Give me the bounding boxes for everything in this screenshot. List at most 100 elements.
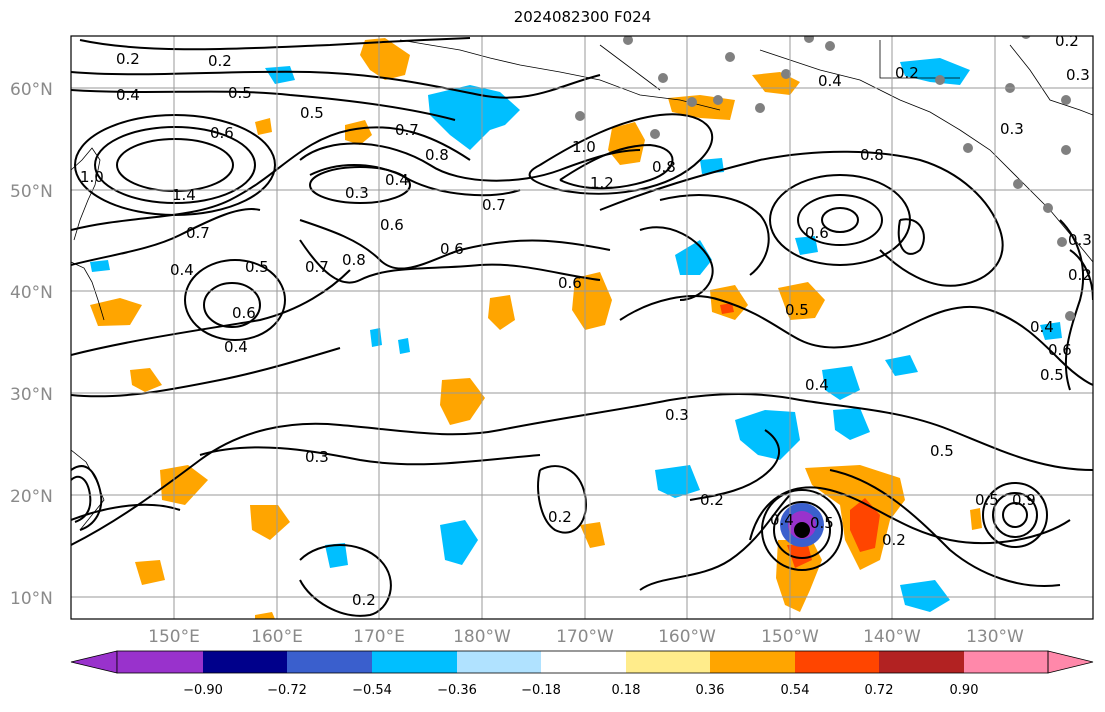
shade-blue	[900, 580, 950, 612]
lat-label: 40°N	[10, 283, 53, 303]
lat-label: 60°N	[10, 80, 53, 100]
contour-label: 0.3	[1068, 231, 1092, 249]
colorbar-tick-label: −0.90	[183, 683, 223, 698]
lon-label: 140°W	[863, 627, 921, 647]
station-dots	[575, 36, 1075, 321]
shade-orange	[970, 508, 982, 530]
contour-label: 0.2	[208, 52, 232, 70]
shade-blue	[90, 260, 110, 272]
shade-orange	[255, 612, 275, 619]
lon-label: 160°E	[251, 627, 303, 647]
contour-label: 0.5	[785, 301, 809, 319]
shade-blue	[265, 66, 295, 84]
contour-label: 0.4	[116, 86, 140, 104]
colorbar-segment	[964, 651, 1048, 673]
contour-label: 0.4	[818, 72, 842, 90]
contour-label: 0.2	[1068, 266, 1092, 284]
contour-label: 1.2	[590, 174, 614, 192]
colorbar-extend-max	[1047, 650, 1094, 674]
shade-red	[720, 303, 734, 314]
colorbar-tick-label: 0.72	[865, 683, 894, 698]
contour-label-group: 0.2 0.2 0.2 0.4 0.5 0.4 0.7 0.6 0.5 0.8 …	[80, 36, 1092, 609]
shade-orange	[580, 522, 605, 548]
colorbar-tick-label: −0.72	[267, 683, 307, 698]
shade-blue	[1040, 322, 1062, 340]
colorbar-segment	[626, 651, 710, 673]
shade-orange	[135, 560, 165, 585]
shade-orange	[255, 118, 272, 135]
map-title: 2024082300 F024	[513, 8, 652, 26]
contour-label: 0.3	[305, 448, 329, 466]
colorbar-segment	[203, 651, 287, 673]
colorbar-segment	[287, 651, 372, 673]
contour-label: 0.4	[770, 511, 794, 529]
shade-blue	[428, 85, 520, 150]
colorbar-segment	[372, 651, 457, 673]
contour-label: 0.6	[440, 240, 464, 258]
shade-orange	[90, 298, 142, 326]
colorbar-tick-label: −0.18	[521, 683, 561, 698]
contour-label: 0.5	[930, 442, 954, 460]
contour-label: 0.5	[810, 514, 834, 532]
shade-blue	[398, 338, 410, 354]
contour-label: 0.3	[1066, 66, 1090, 84]
shade-red	[850, 498, 880, 552]
colorbar-segment	[541, 651, 626, 673]
contour-label: 0.6	[558, 274, 582, 292]
shade-blue	[700, 158, 724, 174]
contour-label: 0.4	[805, 376, 829, 394]
contour-label: 0.3	[345, 184, 369, 202]
contour-label: 0.9	[1012, 491, 1036, 509]
colorbar-extend-min	[70, 650, 118, 674]
shade-orange	[250, 505, 290, 540]
contour-label: 0.5	[228, 84, 252, 102]
lat-label: 20°N	[10, 487, 53, 507]
colorbar-segment	[795, 651, 879, 673]
longitude-labels: 150°E 160°E 170°E 180°W 170°W 160°W 150°…	[148, 627, 1024, 647]
shade-blue	[735, 410, 800, 460]
contour-label: 1.4	[172, 186, 196, 204]
contour-label: 0.3	[665, 406, 689, 424]
contour-label: 0.4	[170, 261, 194, 279]
contour-label: 0.5	[1040, 366, 1064, 384]
shade-orange	[360, 38, 410, 80]
shade-blue	[370, 328, 382, 347]
colorbar-segment	[710, 651, 795, 673]
lon-label: 150°W	[761, 627, 819, 647]
contour-label: 0.4	[385, 171, 409, 189]
colorbar-frame	[116, 650, 1049, 674]
lat-label: 50°N	[10, 182, 53, 202]
lon-label: 150°E	[148, 627, 200, 647]
contour-label: 0.8	[652, 158, 676, 176]
contour-label: 0.8	[425, 146, 449, 164]
contour-label: 0.8	[342, 251, 366, 269]
storm-center-marker	[794, 522, 810, 538]
lon-label: 130°W	[966, 627, 1024, 647]
contour-label: 0.8	[860, 146, 884, 164]
lat-label: 10°N	[10, 589, 53, 609]
contour-label: 0.5	[300, 104, 324, 122]
contour-label: 0.5	[245, 258, 269, 276]
colorbar-tick-label: 0.54	[781, 683, 810, 698]
shade-orange	[488, 295, 515, 330]
colorbar: −0.90 −0.72 −0.54 −0.36 −0.18 0.18 0.36 …	[70, 650, 1094, 698]
contour-lines	[71, 37, 1093, 617]
colorbar-tick-label: −0.54	[352, 683, 392, 698]
grid-lines	[71, 36, 1093, 619]
colorbar-segment	[879, 651, 964, 673]
contour-label: 0.5	[975, 491, 999, 509]
shade-blue	[440, 520, 478, 565]
contour-label: 0.6	[805, 224, 829, 242]
lon-label: 170°E	[353, 627, 405, 647]
lon-label: 180°W	[453, 627, 511, 647]
map-frame	[70, 35, 1094, 620]
contour-label: 0.4	[1030, 318, 1054, 336]
latitude-labels: 60°N 50°N 40°N 30°N 20°N 10°N	[10, 80, 53, 609]
contour-label: 0.2	[895, 64, 919, 82]
lon-label: 170°W	[556, 627, 614, 647]
contour-label: 0.3	[1000, 120, 1024, 138]
map-panel: 0.2 0.2 0.2 0.4 0.5 0.4 0.7 0.6 0.5 0.8 …	[71, 36, 1093, 619]
contour-label: 0.2	[352, 591, 376, 609]
colorbar-tick-label: 0.90	[950, 683, 979, 698]
